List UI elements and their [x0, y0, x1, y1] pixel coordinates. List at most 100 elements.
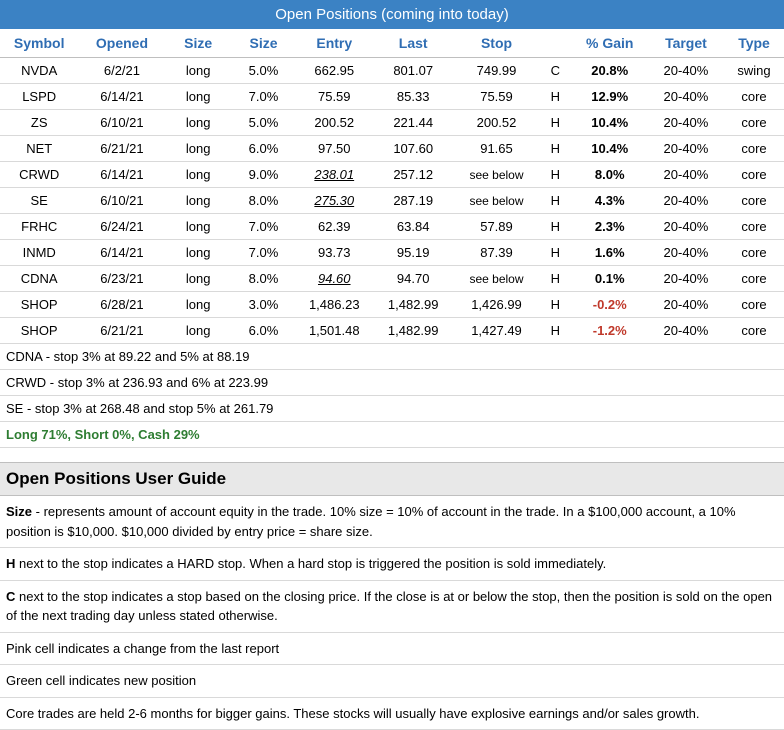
- cell-side: long: [166, 266, 231, 292]
- cell-last: 107.60: [372, 136, 454, 162]
- cell-entry: 62.39: [296, 214, 372, 240]
- cell-entry: 238.01: [296, 162, 372, 188]
- cell-gain: 10.4%: [572, 136, 648, 162]
- cell-gain: 8.0%: [572, 162, 648, 188]
- table-body: NVDA6/2/21long5.0%662.95801.07749.99C20.…: [0, 58, 784, 448]
- cell-flag: H: [539, 266, 572, 292]
- allocation-row: Long 71%, Short 0%, Cash 29%: [0, 422, 784, 448]
- cell-symbol: LSPD: [0, 84, 78, 110]
- cell-entry: 662.95: [296, 58, 372, 84]
- cell-type: core: [724, 266, 784, 292]
- cell-size: 6.0%: [231, 136, 296, 162]
- cell-gain: 1.6%: [572, 240, 648, 266]
- cell-gain: -1.2%: [572, 318, 648, 344]
- cell-last: 63.84: [372, 214, 454, 240]
- cell-symbol: INMD: [0, 240, 78, 266]
- cell-target: 20-40%: [648, 318, 724, 344]
- cell-target: 20-40%: [648, 58, 724, 84]
- cell-size: 8.0%: [231, 188, 296, 214]
- positions-table: SymbolOpenedSizeSizeEntryLastStop% GainT…: [0, 29, 784, 448]
- table-row: SHOP6/28/21long3.0%1,486.231,482.991,426…: [0, 292, 784, 318]
- table-row: CRWD6/14/21long9.0%238.01257.12see below…: [0, 162, 784, 188]
- column-header: Size: [166, 29, 231, 58]
- cell-gain: 10.4%: [572, 110, 648, 136]
- cell-symbol: FRHC: [0, 214, 78, 240]
- column-header: Entry: [296, 29, 372, 58]
- table-row: INMD6/14/21long7.0%93.7395.1987.39H1.6%2…: [0, 240, 784, 266]
- cell-stop: 749.99: [454, 58, 539, 84]
- guide-size: Size - represents amount of account equi…: [0, 496, 784, 548]
- cell-symbol: SE: [0, 188, 78, 214]
- cell-type: core: [724, 84, 784, 110]
- column-header: Type: [724, 29, 784, 58]
- cell-opened: 6/21/21: [78, 318, 165, 344]
- cell-side: long: [166, 162, 231, 188]
- cell-entry: 200.52: [296, 110, 372, 136]
- cell-last: 94.70: [372, 266, 454, 292]
- cell-type: core: [724, 110, 784, 136]
- cell-target: 20-40%: [648, 266, 724, 292]
- cell-symbol: CRWD: [0, 162, 78, 188]
- note-row: SE - stop 3% at 268.48 and stop 5% at 26…: [0, 396, 784, 422]
- cell-entry: 1,486.23: [296, 292, 372, 318]
- cell-size: 7.0%: [231, 240, 296, 266]
- cell-opened: 6/24/21: [78, 214, 165, 240]
- cell-side: long: [166, 84, 231, 110]
- cell-size: 8.0%: [231, 266, 296, 292]
- cell-gain: 20.8%: [572, 58, 648, 84]
- cell-side: long: [166, 136, 231, 162]
- cell-symbol: SHOP: [0, 292, 78, 318]
- cell-type: core: [724, 240, 784, 266]
- cell-size: 5.0%: [231, 110, 296, 136]
- cell-gain: -0.2%: [572, 292, 648, 318]
- cell-target: 20-40%: [648, 84, 724, 110]
- cell-symbol: SHOP: [0, 318, 78, 344]
- cell-last: 257.12: [372, 162, 454, 188]
- note-text: CRWD - stop 3% at 236.93 and 6% at 223.9…: [0, 370, 784, 396]
- cell-opened: 6/14/21: [78, 240, 165, 266]
- cell-type: core: [724, 188, 784, 214]
- cell-size: 3.0%: [231, 292, 296, 318]
- column-header: Size: [231, 29, 296, 58]
- table-row: NVDA6/2/21long5.0%662.95801.07749.99C20.…: [0, 58, 784, 84]
- cell-last: 1,482.99: [372, 318, 454, 344]
- column-header: Symbol: [0, 29, 78, 58]
- note-row: CDNA - stop 3% at 89.22 and 5% at 88.19: [0, 344, 784, 370]
- column-header: Opened: [78, 29, 165, 58]
- cell-type: core: [724, 214, 784, 240]
- cell-opened: 6/10/21: [78, 188, 165, 214]
- table-header-row: SymbolOpenedSizeSizeEntryLastStop% GainT…: [0, 29, 784, 58]
- cell-stop: 1,427.49: [454, 318, 539, 344]
- cell-size: 7.0%: [231, 84, 296, 110]
- cell-opened: 6/21/21: [78, 136, 165, 162]
- cell-opened: 6/14/21: [78, 162, 165, 188]
- cell-symbol: NET: [0, 136, 78, 162]
- cell-flag: H: [539, 240, 572, 266]
- cell-flag: H: [539, 188, 572, 214]
- cell-type: swing: [724, 58, 784, 84]
- column-header: [539, 29, 572, 58]
- guide-pink: Pink cell indicates a change from the la…: [0, 633, 784, 666]
- cell-type: core: [724, 136, 784, 162]
- column-header: Stop: [454, 29, 539, 58]
- cell-stop: 75.59: [454, 84, 539, 110]
- cell-entry: 93.73: [296, 240, 372, 266]
- table-row: SE6/10/21long8.0%275.30287.19see belowH4…: [0, 188, 784, 214]
- cell-opened: 6/10/21: [78, 110, 165, 136]
- cell-stop: see below: [454, 162, 539, 188]
- cell-flag: H: [539, 214, 572, 240]
- cell-gain: 4.3%: [572, 188, 648, 214]
- cell-target: 20-40%: [648, 240, 724, 266]
- column-header: Target: [648, 29, 724, 58]
- guide-hard-stop: H next to the stop indicates a HARD stop…: [0, 548, 784, 581]
- cell-stop: 87.39: [454, 240, 539, 266]
- cell-opened: 6/23/21: [78, 266, 165, 292]
- cell-stop: see below: [454, 188, 539, 214]
- cell-side: long: [166, 214, 231, 240]
- cell-size: 6.0%: [231, 318, 296, 344]
- cell-gain: 0.1%: [572, 266, 648, 292]
- cell-side: long: [166, 58, 231, 84]
- table-row: LSPD6/14/21long7.0%75.5985.3375.59H12.9%…: [0, 84, 784, 110]
- cell-stop: 1,426.99: [454, 292, 539, 318]
- cell-flag: H: [539, 110, 572, 136]
